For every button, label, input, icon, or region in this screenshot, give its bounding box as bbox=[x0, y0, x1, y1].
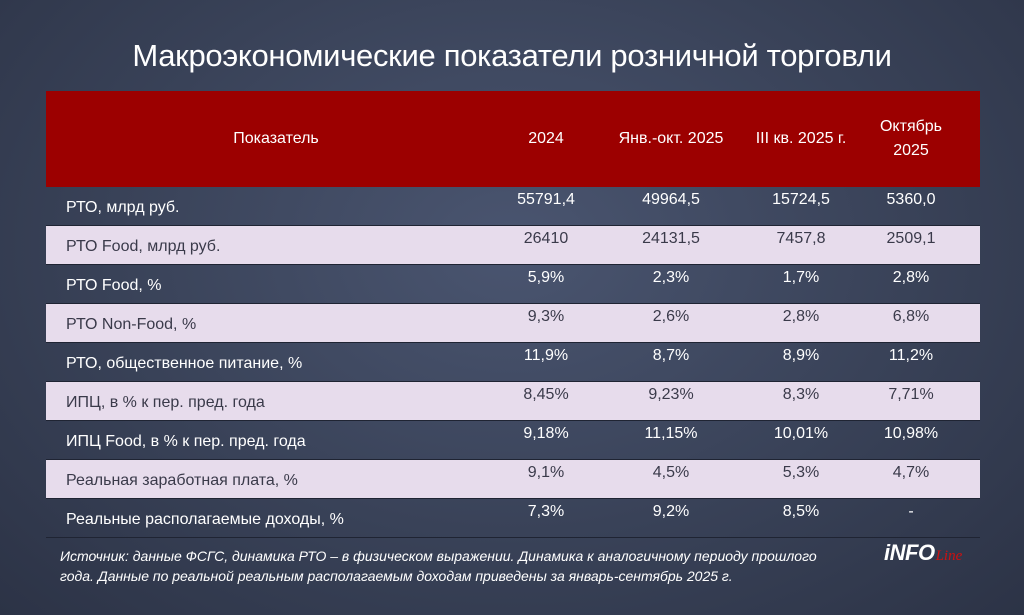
row-value: - bbox=[908, 503, 914, 520]
row-value: 26410 bbox=[523, 230, 569, 247]
row-value: 5360,0 bbox=[886, 191, 936, 208]
row-value: 2,8% bbox=[892, 269, 930, 286]
header-q3-2025: III кв. 2025 г. bbox=[755, 130, 847, 147]
header-oct-2025-line2: 2025 bbox=[893, 142, 929, 159]
page-title: Макроэкономические показатели розничной … bbox=[132, 38, 892, 73]
table-row: РТО Food, % 5,9% 2,3% 1,7% 2,8% bbox=[46, 265, 980, 304]
source-footnote: Источник: данные ФСГС, динамика РТО – в … bbox=[60, 548, 817, 584]
row-value: 15724,5 bbox=[772, 191, 830, 208]
row-value: 9,18% bbox=[523, 425, 569, 442]
row-value: 8,3% bbox=[782, 386, 820, 403]
table-row: РТО Non-Food, % 9,3% 2,6% 2,8% 6,8% bbox=[46, 304, 980, 343]
row-value: 2509,1 bbox=[886, 230, 936, 247]
row-value: 2,3% bbox=[652, 269, 690, 286]
header-oct-2025: Октябрь 2025 bbox=[856, 91, 966, 187]
table-row: Реальная заработная плата, % 9,1% 4,5% 5,3%… bbox=[46, 460, 980, 499]
row-value: 8,5% bbox=[782, 503, 820, 520]
row-value: 11,2% bbox=[888, 347, 934, 364]
header-jan-oct-2025: Янв.-окт. 2025 bbox=[618, 130, 724, 147]
table-row: ИПЦ Food, в % к пер. пред. года 9,18% 11,1… bbox=[46, 421, 980, 460]
row-value: 7,3% bbox=[527, 503, 565, 520]
table-row: Реальные располагаемые доходы, % 7,3% 9,2%… bbox=[46, 499, 980, 538]
row-label: РТО Food, % bbox=[66, 277, 162, 294]
row-value: 8,7% bbox=[652, 347, 690, 364]
row-value: 5,3% bbox=[782, 464, 820, 481]
data-table: Показатель 2024 Янв.-окт. 2025 III кв. 2… bbox=[46, 91, 980, 538]
row-value: 9,2% bbox=[652, 503, 690, 520]
row-value: 4,7% bbox=[892, 464, 930, 481]
row-label: РТО, млрд руб. bbox=[66, 199, 180, 216]
row-value: 7,71% bbox=[888, 386, 934, 403]
row-label: Реальные располагаемые доходы, % bbox=[66, 511, 344, 528]
header-oct-2025-line1: Октябрь bbox=[879, 118, 942, 135]
row-label: ИПЦ Food, в % к пер. пред. года bbox=[66, 433, 306, 450]
row-value: 24131,5 bbox=[642, 230, 700, 247]
row-label: ИПЦ, в % к пер. пред. года bbox=[66, 394, 265, 411]
header-indicator: Показатель bbox=[233, 130, 319, 147]
table-row: РТО Food, млрд руб. 26410 24131,5 7457,8 250… bbox=[46, 226, 980, 265]
logo-line-text: Line bbox=[935, 548, 963, 564]
row-value: 8,45% bbox=[523, 386, 569, 403]
infoline-logo: iNFOLine bbox=[884, 540, 984, 570]
row-value: 10,01% bbox=[773, 425, 829, 442]
table-header: Показатель 2024 Янв.-окт. 2025 III кв. 2… bbox=[46, 91, 980, 187]
table-row: ИПЦ, в % к пер. пред. года 8,45% 9,23% 8,3%… bbox=[46, 382, 980, 421]
table-row: РТО, млрд руб. 55791,4 49964,5 15724,5 5360,… bbox=[46, 187, 980, 226]
row-value: 5,9% bbox=[527, 269, 565, 286]
row-value: 11,15% bbox=[644, 425, 698, 442]
row-value: 9,1% bbox=[527, 464, 565, 481]
row-label: Реальная заработная плата, % bbox=[66, 472, 298, 489]
row-label: РТО Food, млрд руб. bbox=[66, 238, 221, 255]
row-value: 8,9% bbox=[782, 347, 820, 364]
row-value: 9,23% bbox=[648, 386, 694, 403]
table-body: РТО, млрд руб. 55791,4 49964,5 15724,5 5360,… bbox=[46, 187, 980, 538]
row-value: 11,9% bbox=[523, 347, 569, 364]
row-label: РТО, общественное питание, % bbox=[66, 355, 303, 372]
row-value: 6,8% bbox=[892, 308, 930, 325]
logo-info-text: iNFO bbox=[884, 540, 935, 565]
row-value: 2,6% bbox=[652, 308, 690, 325]
row-value: 1,7% bbox=[782, 269, 820, 286]
row-label: РТО Non-Food, % bbox=[66, 316, 197, 333]
row-value: 10,98% bbox=[883, 425, 939, 442]
row-value: 4,5% bbox=[652, 464, 690, 481]
row-value: 55791,4 bbox=[517, 191, 575, 208]
table-row: РТО, общественное питание, % 11,9% 8,7% 8,9… bbox=[46, 343, 980, 382]
row-value: 2,8% bbox=[782, 308, 820, 325]
row-value: 9,3% bbox=[527, 308, 565, 325]
row-value: 49964,5 bbox=[642, 191, 700, 208]
row-value: 7457,8 bbox=[776, 230, 826, 247]
header-2024: 2024 bbox=[528, 130, 564, 147]
